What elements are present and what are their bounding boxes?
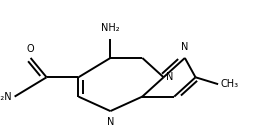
Text: O: O (27, 44, 34, 54)
Text: CH₃: CH₃ (221, 79, 239, 89)
Text: NH₂: NH₂ (101, 23, 120, 33)
Text: H₂N: H₂N (0, 92, 12, 102)
Text: N: N (166, 72, 174, 82)
Text: N: N (107, 117, 114, 127)
Text: N: N (181, 42, 189, 52)
